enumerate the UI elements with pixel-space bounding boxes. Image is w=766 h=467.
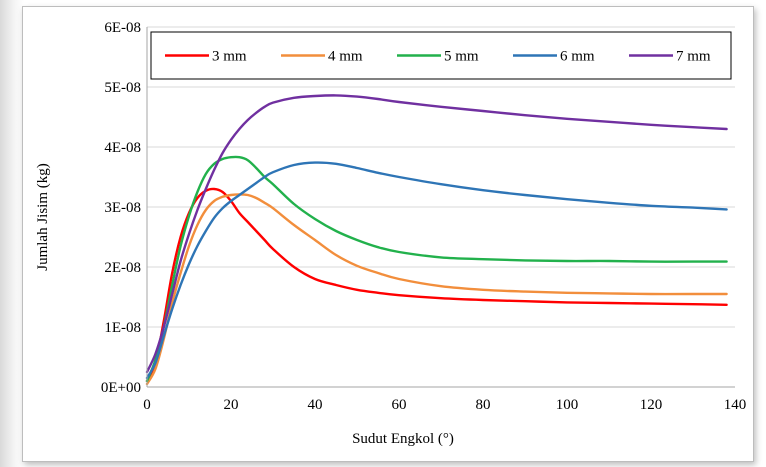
legend-label: 6 mm bbox=[560, 49, 595, 65]
x-tick-label: 20 bbox=[224, 397, 239, 413]
line-chart: 0E+00 1E-08 2E-08 3E-08 4E-08 5E-08 6E-08 0 20 40… bbox=[35, 20, 746, 447]
series-line-4-mm bbox=[145, 193, 728, 386]
y-tick-label: 2E-08 bbox=[104, 260, 141, 276]
x-axis-title: Sudut Engkol (°) bbox=[352, 431, 454, 447]
x-tick-label: 120 bbox=[640, 397, 663, 413]
series-layer bbox=[145, 94, 728, 386]
x-tick-label: 0 bbox=[143, 397, 151, 413]
x-tick-label: 40 bbox=[308, 397, 323, 413]
legend: 3 mm 4 mm 5 mm 6 mm 7 mm bbox=[150, 31, 732, 80]
y-tick-label: 0E+00 bbox=[101, 380, 141, 396]
y-tick-label: 3E-08 bbox=[104, 200, 141, 216]
legend-label: 7 mm bbox=[676, 49, 711, 65]
series-line-7-mm bbox=[145, 94, 728, 374]
legend-label: 4 mm bbox=[328, 49, 363, 65]
chart-card: 0E+00 1E-08 2E-08 3E-08 4E-08 5E-08 6E-08 0 20 40… bbox=[22, 6, 754, 462]
x-tick-label: 100 bbox=[556, 397, 579, 413]
x-tick-label: 80 bbox=[476, 397, 491, 413]
legend-label: 5 mm bbox=[444, 49, 479, 65]
y-tick-label: 4E-08 bbox=[104, 140, 141, 156]
x-tick-label: 60 bbox=[392, 397, 407, 413]
axis-layer: 0E+00 1E-08 2E-08 3E-08 4E-08 5E-08 6E-08 0 20 40… bbox=[101, 20, 746, 413]
series-line-6-mm bbox=[145, 161, 728, 380]
y-axis-title: Jumlah Jisim (kg) bbox=[35, 163, 51, 271]
y-tick-label: 6E-08 bbox=[104, 20, 141, 36]
y-tick-label: 1E-08 bbox=[104, 320, 141, 336]
y-tick-label: 5E-08 bbox=[104, 80, 141, 96]
x-tick-label: 140 bbox=[724, 397, 747, 413]
legend-label: 3 mm bbox=[212, 49, 247, 65]
series-line-5-mm bbox=[145, 155, 728, 383]
